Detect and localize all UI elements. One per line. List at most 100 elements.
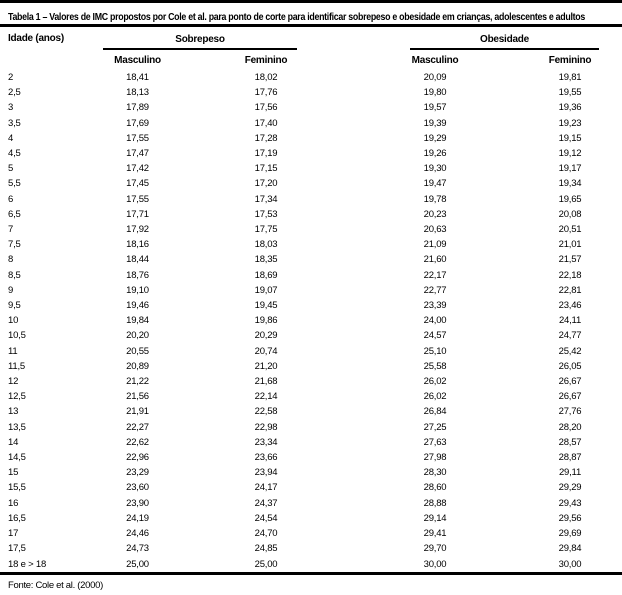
age-cell: 3,5 <box>8 117 21 129</box>
age-cell: 3 <box>8 102 14 114</box>
obesidade-feminino-cell: 29,69 <box>558 528 582 540</box>
table-row: 9,5 19,46 19,45 23,39 23,46 <box>0 298 622 313</box>
sobrepeso-feminino-cell: 17,75 <box>254 224 278 236</box>
obesidade-masculino-cell: 19,78 <box>423 193 447 205</box>
sobrepeso-masculino-cell: 19,46 <box>126 300 149 312</box>
sobrepeso-masculino-cell: 20,55 <box>126 345 149 357</box>
age-cell: 9 <box>8 284 14 296</box>
table-row: 2,5 18,13 17,76 19,80 19,55 <box>0 85 622 100</box>
obesidade-feminino-cell: 20,08 <box>558 208 582 220</box>
sobrepeso-feminino-cell: 22,98 <box>254 421 278 433</box>
sobrepeso-masculino-cell: 17,47 <box>126 148 149 160</box>
table-row: 16,5 24,19 24,54 29,14 29,56 <box>0 511 622 526</box>
sobrepeso-masculino-cell: 17,55 <box>126 132 149 144</box>
obesidade-masculino-cell: 27,25 <box>423 421 447 433</box>
obesidade-masculino-cell: 19,30 <box>423 163 447 175</box>
sobrepeso-masculino-cell: 17,42 <box>126 163 149 175</box>
obesidade-masculino-cell: 19,80 <box>423 87 447 99</box>
sobrepeso-feminino-cell: 19,86 <box>254 315 278 327</box>
obesidade-group-header: Obesidade <box>352 27 622 50</box>
sobrepeso-masculino-cell: 21,56 <box>126 391 149 403</box>
sobrepeso-feminino-cell: 17,20 <box>254 178 278 190</box>
sobrepeso-feminino-cell: 17,76 <box>254 87 278 99</box>
table-row: 5 17,42 17,15 19,30 19,17 <box>0 161 622 176</box>
obesidade-feminino-cell: 29,11 <box>558 467 582 479</box>
sobrepeso-masculino-cell: 17,71 <box>126 208 149 220</box>
table-row: 8,5 18,76 18,69 22,17 22,18 <box>0 268 622 283</box>
age-cell: 12 <box>8 376 19 388</box>
sobrepeso-feminino-cell: 24,37 <box>254 497 278 509</box>
obesidade-feminino-cell: 22,18 <box>558 269 582 281</box>
sobrepeso-feminino-cell: 22,58 <box>254 406 278 418</box>
age-cell: 9,5 <box>8 300 21 312</box>
obesidade-feminino-cell: 26,05 <box>558 360 582 372</box>
table-row: 15 23,29 23,94 28,30 29,11 <box>0 465 622 480</box>
sobrepeso-feminino-cell: 19,07 <box>254 284 278 296</box>
age-cell: 8 <box>8 254 14 266</box>
obesidade-feminino-cell: 19,15 <box>558 132 582 144</box>
table-row: 5,5 17,45 17,20 19,47 19,34 <box>0 176 622 191</box>
bottom-rule <box>0 571 622 575</box>
obesidade-masculino-cell: 30,00 <box>423 558 447 570</box>
age-cell: 14,5 <box>8 452 26 464</box>
sobrepeso-feminino-cell: 21,20 <box>254 360 278 372</box>
sobrepeso-masculino-cell: 20,89 <box>126 360 149 372</box>
table-row: 10,5 20,20 20,29 24,57 24,77 <box>0 328 622 343</box>
table-title-text: Tabela 1 – Valores de IMC propostos por … <box>8 11 585 23</box>
age-cell: 6,5 <box>8 208 21 220</box>
obesidade-masculino-cell: 23,39 <box>423 300 447 312</box>
age-cell: 10,5 <box>8 330 26 342</box>
table-row: 4 17,55 17,28 19,29 19,15 <box>0 131 622 146</box>
obesidade-feminino-cell: 26,67 <box>558 376 582 388</box>
sobrepeso-masculino-cell: 23,29 <box>126 467 149 479</box>
sobrepeso-masculino-cell: 19,84 <box>126 315 149 327</box>
sobrepeso-feminino-cell: 21,68 <box>254 376 278 388</box>
obesidade-feminino-cell: 28,57 <box>558 436 582 448</box>
table-row: 17,5 24,73 24,85 29,70 29,84 <box>0 541 622 556</box>
age-cell: 7,5 <box>8 239 21 251</box>
obesidade-masculino-cell: 20,63 <box>423 224 447 236</box>
obesidade-feminino-cell: 19,81 <box>558 72 582 83</box>
obesidade-feminino-cell: 30,00 <box>558 558 582 570</box>
obesidade-masculino-cell: 19,26 <box>423 148 447 160</box>
sub-header-row: Masculino Feminino Masculino Feminino <box>0 50 622 70</box>
sobrepeso-feminino-cell: 19,45 <box>254 300 278 312</box>
obesidade-masculino-cell: 29,70 <box>423 543 447 555</box>
table-row: 9 19,10 19,07 22,77 22,81 <box>0 283 622 298</box>
age-cell: 2,5 <box>8 87 21 99</box>
sobrepeso-feminino-cell: 17,15 <box>254 163 278 175</box>
age-cell: 16 <box>8 497 19 509</box>
table-row: 2 18,41 18,02 20,09 19,81 <box>0 70 622 85</box>
age-cell: 5,5 <box>8 178 21 190</box>
sobrepeso-masculino-cell: 18,16 <box>126 239 149 251</box>
sobrepeso-feminino-cell: 18,69 <box>254 269 278 281</box>
obesidade-feminino-cell: 28,87 <box>558 452 582 464</box>
sobrepeso-masculino-cell: 24,19 <box>126 512 149 524</box>
table-row: 16 23,90 24,37 28,88 29,43 <box>0 496 622 511</box>
obesidade-feminino-cell: 19,17 <box>558 163 582 175</box>
obesidade-masculino-cell: 19,47 <box>423 178 447 190</box>
top-rule <box>0 0 622 3</box>
sobrepeso-feminino-cell: 20,74 <box>254 345 278 357</box>
sobrepeso-masculino-cell: 23,90 <box>126 497 149 509</box>
table-row: 8 18,44 18,35 21,60 21,57 <box>0 252 622 267</box>
sobrepeso-masculino-cell: 24,73 <box>126 543 149 555</box>
sobrepeso-feminino-cell: 18,03 <box>254 239 278 251</box>
obesidade-masculino-cell: 28,88 <box>423 497 447 509</box>
sobrepeso-feminino-cell: 17,56 <box>254 102 278 114</box>
sobrepeso-masculino-cell: 18,44 <box>126 254 149 266</box>
sobrepeso-feminino-cell: 24,85 <box>254 543 278 555</box>
obesidade-feminino-cell: 21,01 <box>558 239 582 251</box>
obesidade-feminino-cell: 19,55 <box>558 87 582 99</box>
imc-cutoff-table: Idade (anos) Sobrepeso Obesidade Masculi… <box>0 27 622 572</box>
table-row: 17 24,46 24,70 29,41 29,69 <box>0 526 622 541</box>
sobrepeso-masculino-cell: 24,46 <box>126 528 149 540</box>
obesidade-masculino-cell: 26,02 <box>423 391 447 403</box>
table-row: 14 22,62 23,34 27,63 28,57 <box>0 435 622 450</box>
obesidade-label: Obesidade <box>480 34 529 45</box>
obesidade-masculino-cell: 28,30 <box>423 467 447 479</box>
obesidade-feminino-cell: 29,84 <box>558 543 582 555</box>
obesidade-feminino-cell: 20,51 <box>558 224 582 236</box>
obesidade-masculino-cell: 20,23 <box>423 208 447 220</box>
sobrepeso-feminino-cell: 20,29 <box>254 330 278 342</box>
